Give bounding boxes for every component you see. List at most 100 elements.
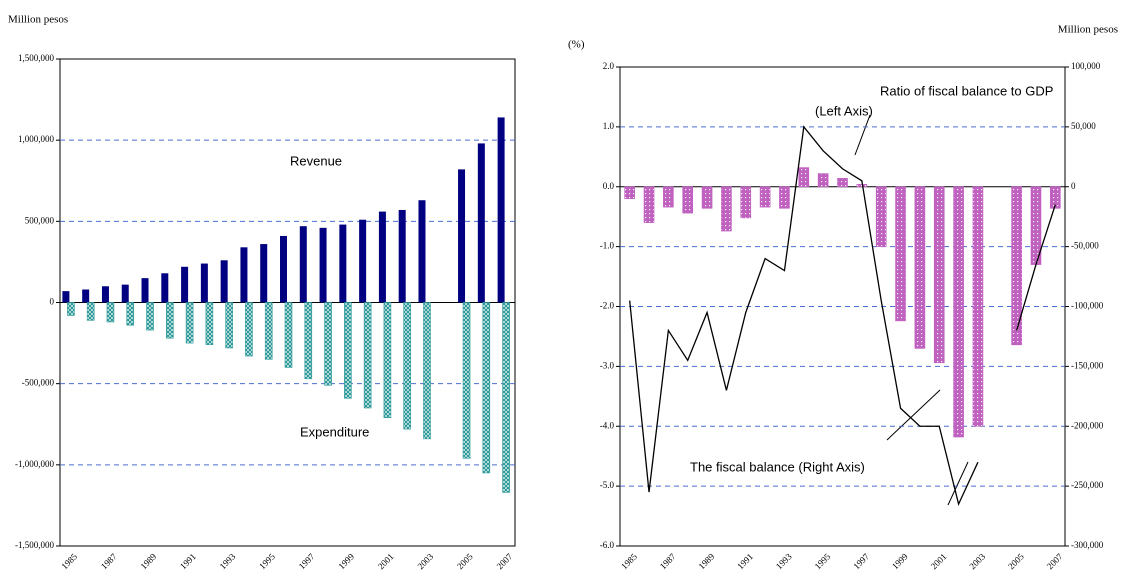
x-tick-label: 1987: [658, 551, 678, 571]
y-tick-label: 2.0: [603, 61, 615, 71]
x-tick-label: 2005: [1006, 551, 1026, 571]
y-tick-label: 1,000,000: [18, 134, 55, 144]
bar: [260, 244, 268, 303]
bar: [146, 302, 154, 331]
y2-tick-label: -100,000: [1071, 301, 1104, 311]
bar: [383, 302, 392, 419]
y2-tick-label: 0: [1071, 181, 1076, 191]
y2-tick-label: -250,000: [1071, 480, 1104, 490]
bar: [82, 289, 90, 303]
bar: [798, 167, 810, 188]
y-tick-label: -1,500,000: [15, 540, 54, 550]
y2-axis-label: Million pesos: [1058, 24, 1118, 36]
x-tick-label: 1993: [774, 551, 794, 571]
bar: [682, 186, 694, 214]
bar: [1011, 186, 1022, 346]
y-tick-label: -5.0: [600, 480, 615, 490]
y-axis-label: Million pesos: [8, 14, 68, 26]
y-tick-label: 0: [50, 297, 55, 307]
pointer: [886, 389, 941, 441]
x-tick-label: 1997: [297, 551, 317, 571]
bar: [324, 302, 332, 386]
bar: [181, 266, 189, 303]
y-tick-label: 500,000: [25, 215, 55, 225]
bar: [914, 186, 926, 349]
bar: [126, 302, 135, 326]
bar: [497, 117, 505, 303]
bar: [482, 302, 491, 474]
bar: [933, 186, 945, 364]
bar: [185, 302, 194, 344]
x-tick-label: 1995: [257, 551, 277, 571]
bar: [363, 302, 372, 409]
x-tick-label: 1989: [138, 551, 158, 571]
bar: [462, 302, 471, 459]
bar: [304, 302, 313, 380]
x-tick-label: 2005: [455, 551, 475, 571]
x-tick-label: 1989: [697, 551, 717, 571]
bar: [953, 186, 964, 438]
y-tick-label: -6.0: [600, 540, 615, 550]
x-tick-label: 1995: [813, 551, 833, 571]
bar: [264, 302, 273, 360]
y-axis-label: (%): [568, 39, 585, 51]
x-tick-label: 2003: [415, 551, 435, 571]
bar: [220, 260, 228, 303]
bar: [240, 247, 248, 303]
bar: [86, 302, 95, 321]
bar: [721, 186, 732, 232]
bar: [418, 200, 426, 303]
bar: [284, 302, 293, 368]
bar: [200, 263, 208, 303]
y2-tick-label: 100,000: [1071, 61, 1101, 71]
y2-tick-label: -150,000: [1071, 360, 1104, 370]
bar: [624, 186, 635, 200]
x-tick-label: 1999: [336, 551, 356, 571]
bar: [245, 302, 253, 357]
x-tick-label: 1999: [890, 551, 910, 571]
y2-tick-label: -200,000: [1071, 420, 1104, 430]
y-tick-label: 1,500,000: [18, 53, 55, 63]
bar: [895, 186, 906, 322]
annotation: The fiscal balance (Right Axis): [690, 459, 865, 474]
bar: [779, 186, 790, 209]
x-tick-label: 2003: [967, 551, 987, 571]
bar: [101, 286, 109, 303]
y-tick-label: -3.0: [600, 360, 615, 370]
y-tick-label: -2.0: [600, 301, 615, 311]
bar: [740, 186, 752, 219]
bar: [359, 219, 367, 303]
bar: [477, 143, 485, 303]
bar: [339, 224, 347, 303]
x-tick-label: 1997: [851, 551, 871, 571]
y-tick-label: -1,000,000: [15, 459, 54, 469]
x-tick-label: 1987: [99, 551, 119, 571]
x-tick-label: 1985: [59, 551, 79, 571]
pointer: [854, 114, 871, 156]
y-tick-label: -1.0: [600, 241, 615, 251]
bar: [458, 169, 466, 303]
bar: [403, 302, 411, 430]
x-tick-label: 1985: [619, 551, 639, 571]
bar: [225, 302, 233, 349]
bar: [643, 186, 655, 223]
y2-tick-label: -50,000: [1071, 241, 1099, 251]
annotation: Expenditure: [300, 424, 369, 439]
bar: [817, 173, 829, 188]
x-tick-label: 1991: [735, 551, 755, 571]
bar: [972, 186, 984, 427]
bar: [121, 284, 129, 303]
annotation: Ratio of fiscal balance to GDP: [880, 83, 1053, 98]
annotation: (Left Axis): [815, 103, 873, 118]
x-tick-label: 2007: [495, 551, 515, 571]
bar: [875, 186, 887, 247]
x-tick-label: 1991: [178, 551, 198, 571]
bar: [423, 302, 431, 440]
y2-tick-label: 50,000: [1071, 121, 1096, 131]
y2-tick-label: -300,000: [1071, 540, 1104, 550]
bar: [344, 302, 352, 399]
bar: [701, 186, 713, 209]
bar: [280, 235, 287, 303]
bar: [663, 186, 674, 208]
